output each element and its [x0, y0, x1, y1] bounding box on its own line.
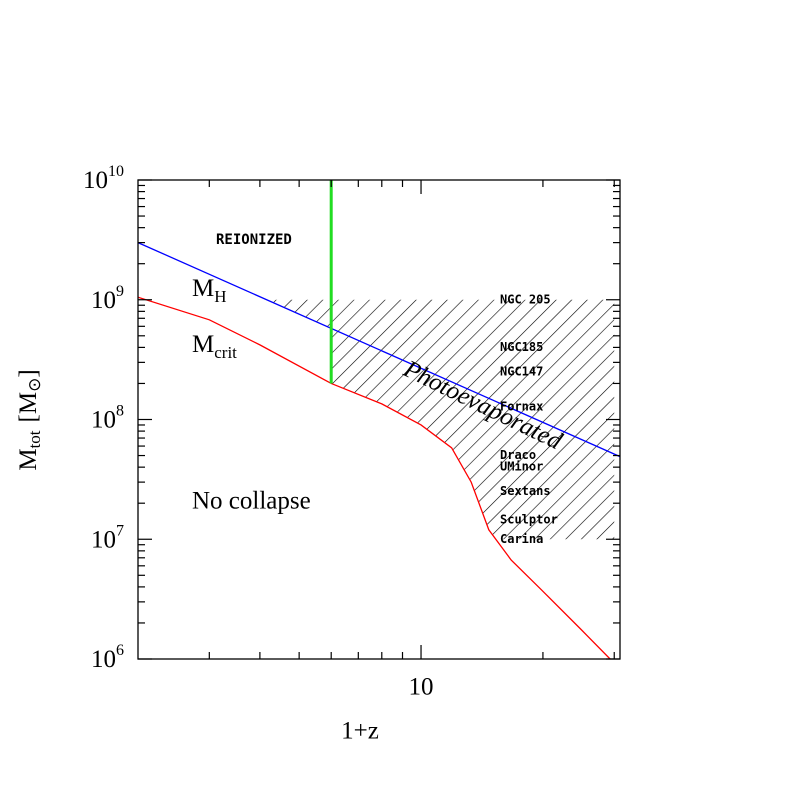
series-label-name: M [192, 331, 214, 358]
series-label: MH [192, 275, 227, 306]
galaxy-label: Sculptor [500, 512, 558, 526]
region-label: No collapse [192, 488, 311, 515]
y-label-symbol: M [15, 448, 42, 470]
y-label-sub: tot [25, 430, 44, 448]
y-tick-base: 10 [91, 406, 116, 433]
y-tick-label: 108 [91, 402, 124, 433]
y-tick-label: 109 [91, 282, 124, 313]
y-tick-exponent: 8 [116, 402, 124, 419]
y-axis-label: Mtot [M⊙] [15, 369, 44, 470]
y-label-unit: [M [15, 392, 42, 423]
y-tick-exponent: 6 [116, 642, 124, 659]
y-tick-label: 107 [91, 522, 124, 553]
x-axis-label: 1+z [341, 718, 379, 745]
plot-lines [138, 180, 620, 659]
galaxy-label: Sextans [500, 484, 551, 498]
galaxy-label: NGC147 [500, 364, 543, 378]
y-tick-base: 10 [83, 167, 108, 194]
y-tick-exponent: 7 [116, 522, 124, 539]
y-tick-base: 10 [91, 526, 116, 553]
y-label-unit-sub: ⊙ [25, 378, 44, 392]
y-tick-exponent: 10 [108, 163, 124, 180]
y-tick-base: 10 [91, 286, 116, 313]
galaxy-label: Draco [500, 448, 536, 462]
y-tick-label: 1010 [83, 163, 124, 194]
series-label: REIONIZED [216, 232, 292, 248]
galaxy-label: NGC 205 [500, 292, 551, 306]
galaxy-label: Carina [500, 532, 543, 546]
series-label-sub: H [214, 287, 226, 306]
series-label: Mcrit [192, 331, 237, 362]
galaxy-label: UMinor [500, 460, 543, 474]
y-tick-exponent: 9 [116, 282, 124, 299]
series-line [138, 242, 620, 458]
galaxy-label: Fornax [500, 400, 543, 414]
x-tick-label: 10 [409, 674, 434, 701]
series-label-sub: crit [214, 343, 237, 362]
y-label-unit-close: ] [15, 369, 42, 377]
y-tick-base: 10 [91, 646, 116, 673]
series-label-name: M [192, 275, 214, 302]
series-line [138, 296, 611, 659]
y-tick-label: 106 [91, 642, 124, 673]
galaxy-label: NGC185 [500, 340, 543, 354]
